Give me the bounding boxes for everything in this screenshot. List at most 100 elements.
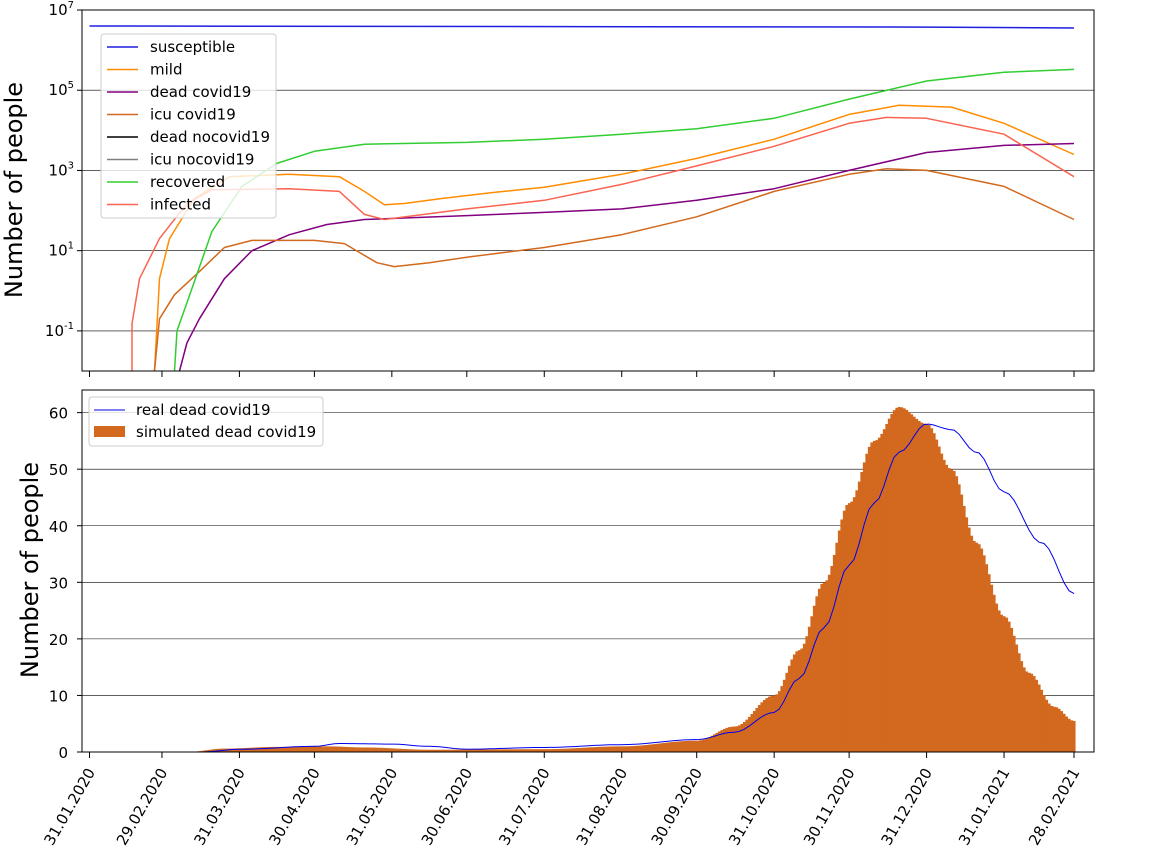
sim-bar <box>213 749 216 752</box>
sim-bar <box>972 540 976 752</box>
sim-bar <box>315 746 319 752</box>
bottom-legend-box <box>88 396 324 447</box>
sim-bar <box>508 749 511 752</box>
sim-bar <box>415 749 419 752</box>
legend-label-real-dead-covid19: real dead covid19 <box>136 401 271 419</box>
sim-bar <box>815 596 819 752</box>
sim-bar <box>852 497 856 752</box>
sim-bar <box>817 588 821 752</box>
sim-bar <box>665 742 669 752</box>
legend-label-icu-nocovid19: icu nocovid19 <box>150 151 254 169</box>
sim-bar <box>290 746 294 752</box>
sim-bar <box>273 746 276 752</box>
sim-bar <box>340 746 344 752</box>
sim-bar <box>265 747 269 752</box>
sim-bar <box>475 749 479 752</box>
sim-bar <box>535 749 539 752</box>
sim-bar <box>980 548 984 752</box>
sim-bar <box>285 746 289 752</box>
sim-bar <box>860 472 864 752</box>
bottom-x-tick-label: 31.10.2020 <box>725 765 784 848</box>
sim-bar <box>950 469 954 752</box>
sim-bar <box>870 442 874 752</box>
sim-bar <box>930 428 934 752</box>
sim-bar <box>323 746 326 752</box>
sim-bar <box>985 564 989 752</box>
sim-bar <box>1035 679 1039 752</box>
sim-bar <box>328 746 331 752</box>
sim-bar <box>622 746 626 752</box>
sim-bar <box>725 727 729 752</box>
sim-bar <box>900 407 904 752</box>
sim-bar <box>735 726 739 752</box>
sim-bar <box>423 749 426 752</box>
sim-bar <box>925 423 929 752</box>
sim-bar <box>812 605 816 752</box>
sim-bar <box>915 418 919 752</box>
top-y-tick-label: 101 <box>49 241 74 260</box>
sim-bar <box>872 440 876 752</box>
sim-bar <box>727 727 731 752</box>
series-line-infected <box>131 116 1075 371</box>
sim-bar <box>240 748 244 752</box>
sim-bar <box>268 746 271 752</box>
sim-bar <box>992 594 996 752</box>
sim-bar <box>835 542 839 752</box>
sim-bar <box>847 503 851 753</box>
sim-bar <box>325 746 329 752</box>
sim-bar <box>877 437 881 752</box>
sim-bar <box>490 749 494 752</box>
sim-bar <box>253 747 256 752</box>
sim-bar <box>660 743 664 752</box>
sim-bar <box>280 746 284 752</box>
sim-bar <box>710 735 714 752</box>
sim-bar <box>1017 653 1021 752</box>
sim-bar <box>403 749 406 752</box>
sim-bar <box>560 748 564 752</box>
sim-bar <box>845 505 849 752</box>
sim-bar <box>782 679 786 752</box>
sim-bar <box>777 691 781 752</box>
sim-bar <box>333 746 336 752</box>
sim-bar <box>662 742 666 752</box>
sim-bar <box>200 750 204 752</box>
sim-bar <box>642 745 646 752</box>
sim-bar <box>1045 699 1049 752</box>
sim-bar <box>563 748 566 752</box>
sim-bar <box>243 748 246 752</box>
sim-bar <box>500 749 504 752</box>
sim-bar <box>720 730 724 752</box>
bottom-legend: real dead covid19 simulated dead covid19 <box>88 396 324 447</box>
sim-bar <box>548 749 551 752</box>
sim-bar <box>822 582 826 752</box>
sim-bar <box>230 748 234 752</box>
sim-bar <box>295 746 299 752</box>
sim-bar <box>458 749 461 752</box>
sim-bar <box>438 749 441 752</box>
sim-bar <box>585 747 589 752</box>
sim-bar <box>800 648 804 752</box>
sim-bar <box>463 749 466 752</box>
top-y-tick-label: 103 <box>49 160 74 179</box>
sim-bar <box>937 446 941 752</box>
sim-bar <box>935 439 939 752</box>
sim-bar <box>580 747 584 752</box>
sim-bar <box>598 746 601 752</box>
bottom-x-tick-label: 31.07.2020 <box>495 765 554 848</box>
sim-bar <box>655 743 659 752</box>
sim-bar <box>802 643 806 752</box>
legend-label-dead-covid19: dead covid19 <box>150 83 251 101</box>
sim-bar <box>465 749 469 752</box>
sim-bar <box>917 421 921 752</box>
sim-bar <box>982 555 986 752</box>
sim-bar <box>797 650 801 752</box>
sim-bar <box>478 749 481 752</box>
sim-bar <box>495 749 499 752</box>
sim-bar <box>355 747 359 752</box>
sim-bar <box>1022 667 1026 752</box>
sim-bar <box>1060 711 1064 752</box>
legend-label-simulated-dead-covid19: simulated dead covid19 <box>136 423 316 441</box>
sim-bar <box>960 494 964 752</box>
sim-bar <box>707 737 711 752</box>
sim-bar <box>390 748 394 752</box>
